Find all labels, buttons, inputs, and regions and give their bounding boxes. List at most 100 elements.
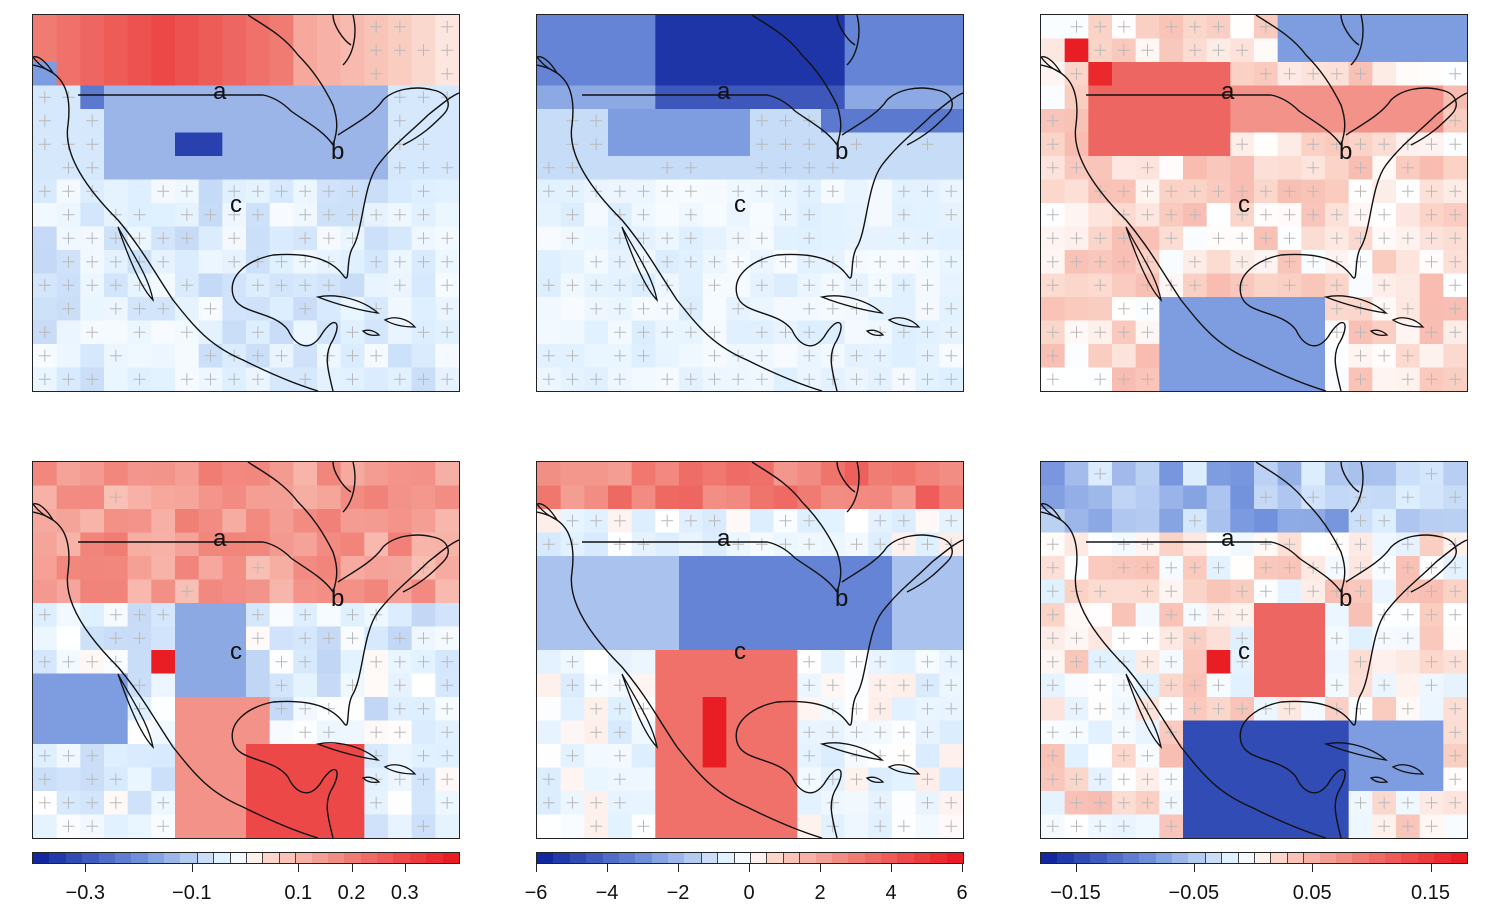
grid-cell (1135, 62, 1160, 87)
grid-cell (655, 462, 680, 487)
grid-cell (1372, 744, 1397, 769)
colorbar-separator (1303, 853, 1305, 863)
grid-cell (750, 720, 775, 745)
colorbar-segment (426, 853, 444, 863)
grid-cell (1112, 156, 1137, 181)
grid-cell (915, 462, 940, 487)
grid-cell (1301, 297, 1326, 322)
grid-cell (33, 485, 58, 510)
grid-cell (1372, 532, 1397, 557)
grid-cell (388, 462, 413, 487)
grid-cell (175, 85, 200, 110)
grid-cell (750, 203, 775, 228)
grid-cell (1112, 603, 1137, 628)
grid-cell (1206, 367, 1231, 391)
grid-cell (246, 226, 271, 251)
grid-cell (892, 485, 917, 510)
grid-cell (175, 462, 200, 487)
grid-cell (655, 109, 680, 134)
grid-cell (560, 15, 585, 40)
coastline (1086, 541, 1342, 593)
grid-cell (411, 62, 436, 87)
grid-cell (1396, 38, 1421, 63)
grid-cell (1206, 509, 1231, 534)
grid-cell (608, 132, 633, 157)
grid-cell (269, 814, 294, 838)
grid-cell (1325, 179, 1350, 204)
island-outline (1369, 776, 1389, 784)
grid-cell (584, 15, 609, 40)
grid-cell (151, 650, 176, 675)
grid-cell (608, 15, 633, 40)
grid-cell (175, 626, 200, 651)
grid-cell (584, 38, 609, 63)
grid-cell (317, 603, 342, 628)
grid-cell (293, 485, 318, 510)
grid-cell (246, 509, 271, 534)
island-outline (1125, 226, 1163, 302)
grid-cell (702, 179, 727, 204)
island-outline (33, 56, 55, 75)
grid-cell (1372, 367, 1397, 391)
grid-cell (1088, 603, 1113, 628)
grid-cell (104, 320, 129, 345)
grid-cell (1112, 132, 1137, 157)
grid-cell (388, 320, 413, 345)
grid-cell (631, 603, 656, 628)
grid-cell (1443, 462, 1467, 487)
grid-cell (151, 344, 176, 369)
grid-cell (1159, 38, 1184, 63)
island-outline (1041, 503, 1063, 522)
colorbar-segment (1155, 853, 1173, 863)
colorbar-separator (750, 853, 751, 863)
grid-cell (1183, 532, 1208, 557)
grid-cell (1088, 109, 1113, 134)
grid-cell (33, 814, 58, 838)
grid-cell (175, 791, 200, 816)
grid-cell (151, 462, 176, 487)
grid-cell (56, 320, 81, 345)
island-outline (1391, 764, 1425, 775)
colorbar-middle-ticks: −6 −4 −2 0 2 4 6 (525, 864, 968, 904)
grid-cell (364, 273, 389, 298)
grid-cell (127, 814, 152, 838)
grid-cell (246, 791, 271, 816)
grid-cell (1396, 462, 1421, 487)
grid-cell (104, 579, 129, 604)
region-label-a: a (213, 525, 227, 552)
grid-cell (537, 226, 562, 251)
colorbar-separator (1221, 853, 1223, 863)
grid-cell (175, 344, 200, 369)
grid-cell (915, 203, 940, 228)
island-outline (621, 673, 659, 749)
colorbar-segment (1368, 853, 1386, 863)
map-panel-top-right: a b c (1040, 14, 1468, 392)
colorbar-segment (602, 853, 620, 863)
grid-cell (80, 462, 105, 487)
grid-cell (655, 791, 680, 816)
grid-cell (1159, 509, 1184, 534)
grid-cell (868, 62, 893, 87)
grid-cell (821, 462, 846, 487)
grid-cell (1443, 673, 1467, 698)
grid-cell (340, 509, 365, 534)
colorbar-segment (1303, 853, 1321, 863)
grid-cell (1396, 650, 1421, 675)
grid-cell (340, 132, 365, 157)
grid-cell (1135, 485, 1160, 510)
grid-cell (104, 744, 129, 769)
grid-cell (1277, 462, 1302, 487)
colorbar-segment (766, 853, 784, 863)
grid-cell (702, 720, 727, 745)
region-label-b: b (1339, 585, 1352, 612)
grid-cell (560, 297, 585, 322)
grid-cell (222, 626, 247, 651)
grid-cell (1396, 509, 1421, 534)
grid-cell (1419, 15, 1444, 40)
grid-cell (608, 814, 633, 838)
grid-cell (1041, 485, 1066, 510)
grid-cell (750, 697, 775, 722)
grid-cell (915, 556, 940, 581)
grid-cell (151, 15, 176, 40)
grid-cell (655, 15, 680, 40)
